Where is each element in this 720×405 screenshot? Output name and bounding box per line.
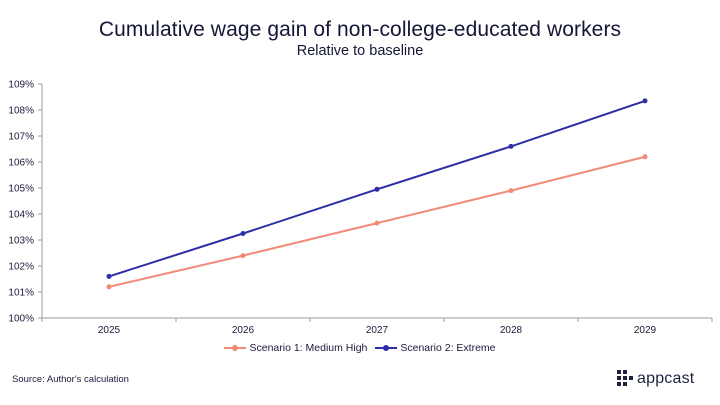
data-point <box>106 284 112 290</box>
logo-text: appcast <box>637 370 695 387</box>
y-tick-label: 100% <box>8 314 34 325</box>
legend-item-1: Scenario 1: Medium High <box>224 342 367 354</box>
x-tick-label: 2025 <box>98 325 121 336</box>
data-point <box>508 143 514 149</box>
data-point <box>642 154 648 160</box>
data-point <box>642 98 648 104</box>
x-tick-label: 2026 <box>232 325 255 336</box>
y-tick-label: 104% <box>8 210 34 221</box>
legend-item-2: Scenario 2: Extreme <box>375 342 496 354</box>
data-point <box>240 253 246 259</box>
legend-label: Scenario 1: Medium High <box>249 342 368 354</box>
x-tick-label: 2029 <box>634 325 657 336</box>
legend-swatch <box>224 343 247 353</box>
y-tick-label: 109% <box>8 80 34 91</box>
y-tick-label: 101% <box>8 288 34 299</box>
data-point <box>374 220 380 226</box>
y-tick-label: 105% <box>8 184 34 195</box>
y-tick-label: 103% <box>8 236 34 247</box>
data-point <box>106 273 112 279</box>
line-chart: 100% 101% 102% 103% 104% 105% 106% 107% 108% 109%… <box>8 80 713 336</box>
x-tick-label: 2027 <box>366 325 389 336</box>
y-tick-label: 106% <box>8 158 34 169</box>
data-point <box>240 231 246 236</box>
appcast-logo-icon <box>617 370 633 386</box>
y-tick-label: 102% <box>8 262 34 273</box>
y-tick-label: 107% <box>8 132 34 143</box>
legend-swatch <box>375 343 398 353</box>
chart-title: Cumulative wage gain of non-college-educ… <box>98 18 622 41</box>
data-point <box>508 188 514 194</box>
appcast-logo: appcast <box>617 369 694 389</box>
chart-subtitle: Relative to baseline <box>296 43 424 59</box>
chart-legend: Scenario 1: Medium High Scenario 2: Extre… <box>0 342 720 356</box>
data-point <box>374 186 380 192</box>
source-note: Source: Author's calculation <box>12 374 129 385</box>
legend-label: Scenario 2: Extreme <box>400 342 496 354</box>
y-tick-label: 108% <box>8 106 34 117</box>
x-tick-label: 2028 <box>500 325 523 336</box>
